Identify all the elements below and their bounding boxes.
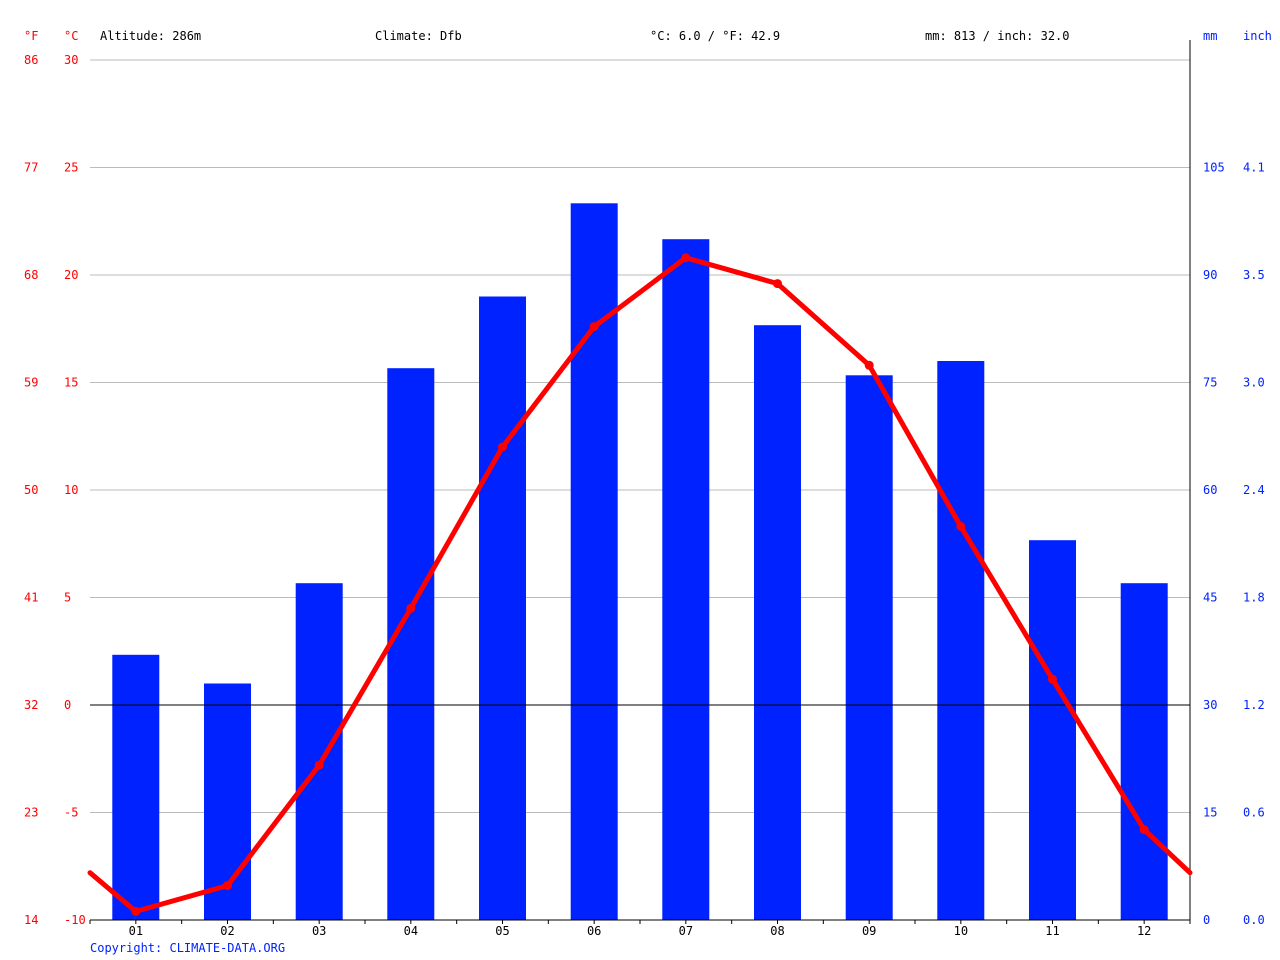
temperature-point	[314, 760, 324, 770]
celsius-tick-label: -10	[64, 913, 86, 927]
climate-label: Climate: Dfb	[375, 29, 462, 43]
fahrenheit-tick-label: 68	[24, 268, 38, 282]
month-label: 11	[1045, 924, 1059, 938]
mm-tick-label: 105	[1203, 161, 1225, 175]
precipitation-bar	[112, 654, 160, 920]
mm-tick-label: 75	[1203, 376, 1217, 390]
temperature-line-path	[87, 255, 1193, 914]
inch-unit-label: inch	[1243, 29, 1272, 43]
month-label: 07	[679, 924, 693, 938]
precipitation-bar	[754, 325, 801, 920]
temperature-point	[406, 603, 416, 613]
grid-lines	[90, 59, 1190, 921]
precipitation-bar	[937, 361, 985, 920]
fahrenheit-tick-label: 59	[24, 376, 38, 390]
fahrenheit-tick-label: 23	[24, 806, 38, 820]
copyright-link[interactable]: Copyright: CLIMATE-DATA.ORG	[90, 941, 285, 955]
inch-tick-label: 1.2	[1243, 698, 1265, 712]
celsius-tick-label: 0	[64, 698, 71, 712]
precipitation-bar	[387, 368, 435, 920]
inch-tick-label: 0.6	[1243, 806, 1265, 820]
inch-tick-label: 2.4	[1243, 483, 1265, 497]
celsius-tick-label: 15	[64, 376, 78, 390]
mm-tick-label: 30	[1203, 698, 1217, 712]
inch-tick-label: 0.0	[1243, 913, 1265, 927]
month-label: 10	[954, 924, 968, 938]
mm-tick-label: 15	[1203, 806, 1217, 820]
month-label: 01	[129, 924, 143, 938]
month-label: 02	[220, 924, 234, 938]
precipitation-bar	[1029, 540, 1076, 920]
precipitation-total-label: mm: 813 / inch: 32.0	[925, 29, 1070, 43]
month-label: 03	[312, 924, 326, 938]
inch-tick-label: 4.1	[1243, 161, 1265, 175]
precipitation-bar	[1120, 583, 1168, 920]
fahrenheit-tick-label: 86	[24, 53, 38, 67]
fahrenheit-tick-label: 77	[24, 161, 38, 175]
fahrenheit-tick-label: 14	[24, 913, 38, 927]
precipitation-bar	[295, 583, 343, 920]
precipitation-bar	[845, 375, 893, 920]
celsius-tick-label: 25	[64, 161, 78, 175]
precipitation-bars	[112, 203, 1168, 921]
celsius-tick-label: 5	[64, 591, 71, 605]
precipitation-bar	[204, 683, 251, 920]
precipitation-bar	[570, 203, 618, 921]
month-label: 12	[1137, 924, 1151, 938]
celsius-tick-label: 30	[64, 53, 78, 67]
altitude-label: Altitude: 286m	[100, 29, 201, 43]
temperature-point	[681, 253, 691, 263]
temperature-point	[956, 522, 966, 531]
month-label: 09	[862, 924, 876, 938]
inch-tick-label: 1.8	[1243, 591, 1265, 605]
temperature-point	[1139, 825, 1149, 835]
temperature-point	[498, 442, 507, 452]
fahrenheit-tick-label: 41	[24, 591, 38, 605]
temperature-point	[1048, 674, 1057, 684]
axes	[89, 40, 1191, 924]
inch-tick-label: 3.0	[1243, 376, 1265, 390]
temperature-point	[589, 322, 599, 332]
month-label: 06	[587, 924, 601, 938]
month-label: 08	[770, 924, 784, 938]
fahrenheit-unit-label: °F	[24, 29, 38, 43]
mm-unit-label: mm	[1203, 29, 1217, 43]
temperature-point	[864, 360, 874, 370]
month-label: 04	[404, 924, 418, 938]
celsius-tick-label: 20	[64, 268, 78, 282]
temperature-line	[87, 253, 1193, 916]
temperature-point	[773, 279, 782, 289]
mm-tick-label: 0	[1203, 913, 1210, 927]
temperature-point	[131, 906, 141, 916]
mm-tick-label: 45	[1203, 591, 1217, 605]
mm-tick-label: 60	[1203, 483, 1217, 497]
celsius-tick-label: 10	[64, 483, 78, 497]
celsius-tick-label: -5	[64, 806, 78, 820]
precipitation-bar	[479, 296, 526, 920]
precipitation-bar	[662, 239, 710, 920]
celsius-unit-label: °C	[64, 29, 78, 43]
fahrenheit-tick-label: 50	[24, 483, 38, 497]
mm-tick-label: 90	[1203, 268, 1217, 282]
fahrenheit-tick-label: 32	[24, 698, 38, 712]
month-label: 05	[495, 924, 509, 938]
temperature-average-label: °C: 6.0 / °F: 42.9	[650, 29, 780, 43]
temperature-point	[223, 881, 232, 891]
inch-tick-label: 3.5	[1243, 268, 1265, 282]
